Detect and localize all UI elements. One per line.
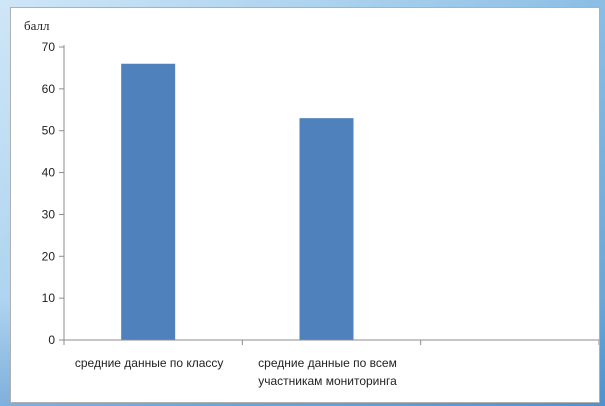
axes [63, 45, 599, 345]
y-tick-label-6: 60 [42, 82, 56, 96]
y-tick-label-4: 40 [42, 166, 56, 180]
x-category-label-0-0: средние данные по классу [75, 356, 224, 370]
y-tick-label-2: 20 [42, 249, 56, 263]
x-category-label-1-0: средние данные по всем [258, 356, 397, 370]
x-axis-labels: средние данные по классу средние данные п… [75, 356, 397, 388]
bar-chart: балл 0 10 20 30 40 50 60 70 средние данные по к… [24, 18, 599, 388]
y-tick-label-5: 50 [42, 124, 56, 138]
bars [121, 63, 354, 341]
y-axis-ticks: 0 10 20 30 40 50 60 70 [42, 40, 64, 347]
x-category-label-1-1: участникам мониторинга [258, 374, 397, 388]
bar-1 [299, 118, 354, 341]
y-tick-label-1: 10 [42, 291, 56, 305]
y-tick-label-0: 0 [48, 333, 55, 347]
chart-container: балл 0 10 20 30 40 50 60 70 средние данные по к… [10, 7, 600, 403]
bar-0 [121, 63, 176, 340]
y-axis-label: балл [24, 18, 50, 33]
y-tick-label-7: 70 [42, 40, 56, 54]
y-tick-label-3: 30 [42, 207, 56, 221]
